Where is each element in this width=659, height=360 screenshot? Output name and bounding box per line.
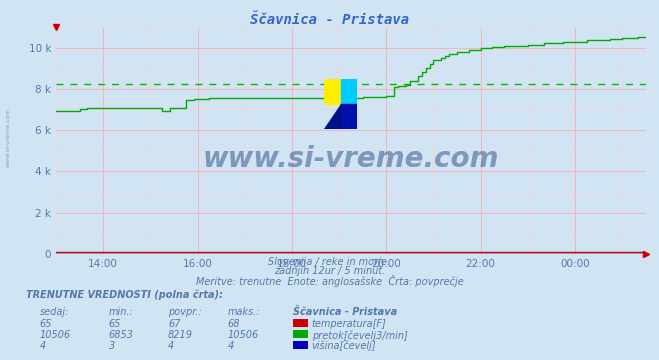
Text: zadnjih 12ur / 5 minut.: zadnjih 12ur / 5 minut. xyxy=(274,266,385,276)
Text: www.si-vreme.com: www.si-vreme.com xyxy=(5,107,11,167)
Text: Meritve: trenutne  Enote: anglosašske  Črta: povprečje: Meritve: trenutne Enote: anglosašske Črt… xyxy=(196,275,463,287)
Text: 67: 67 xyxy=(168,319,181,329)
Text: maks.:: maks.: xyxy=(227,307,260,317)
Text: temperatura[F]: temperatura[F] xyxy=(312,319,386,329)
Text: 4: 4 xyxy=(40,341,45,351)
Text: 10506: 10506 xyxy=(40,330,71,340)
Bar xyxy=(324,79,341,104)
Text: sedaj:: sedaj: xyxy=(40,307,69,317)
Text: Ščavnica - Pristava: Ščavnica - Pristava xyxy=(293,307,397,317)
Text: min.:: min.: xyxy=(109,307,134,317)
Bar xyxy=(341,79,357,104)
Text: TRENUTNE VREDNOSTI (polna črta):: TRENUTNE VREDNOSTI (polna črta): xyxy=(26,290,223,300)
Text: 10506: 10506 xyxy=(227,330,258,340)
Text: 68: 68 xyxy=(227,319,240,329)
Text: 8219: 8219 xyxy=(168,330,193,340)
Polygon shape xyxy=(324,104,341,129)
Text: Slovenija / reke in morje.: Slovenija / reke in morje. xyxy=(268,257,391,267)
Polygon shape xyxy=(324,104,357,129)
Text: www.si-vreme.com: www.si-vreme.com xyxy=(203,145,499,172)
Text: Ščavnica - Pristava: Ščavnica - Pristava xyxy=(250,13,409,27)
Text: 4: 4 xyxy=(168,341,174,351)
Text: 4: 4 xyxy=(227,341,233,351)
Text: višina[čevelj]: višina[čevelj] xyxy=(312,341,376,351)
Text: povpr.:: povpr.: xyxy=(168,307,202,317)
Text: 6853: 6853 xyxy=(109,330,134,340)
Text: pretok[čevelj3/min]: pretok[čevelj3/min] xyxy=(312,330,407,341)
Text: 65: 65 xyxy=(40,319,52,329)
Text: 3: 3 xyxy=(109,341,115,351)
Text: 65: 65 xyxy=(109,319,121,329)
